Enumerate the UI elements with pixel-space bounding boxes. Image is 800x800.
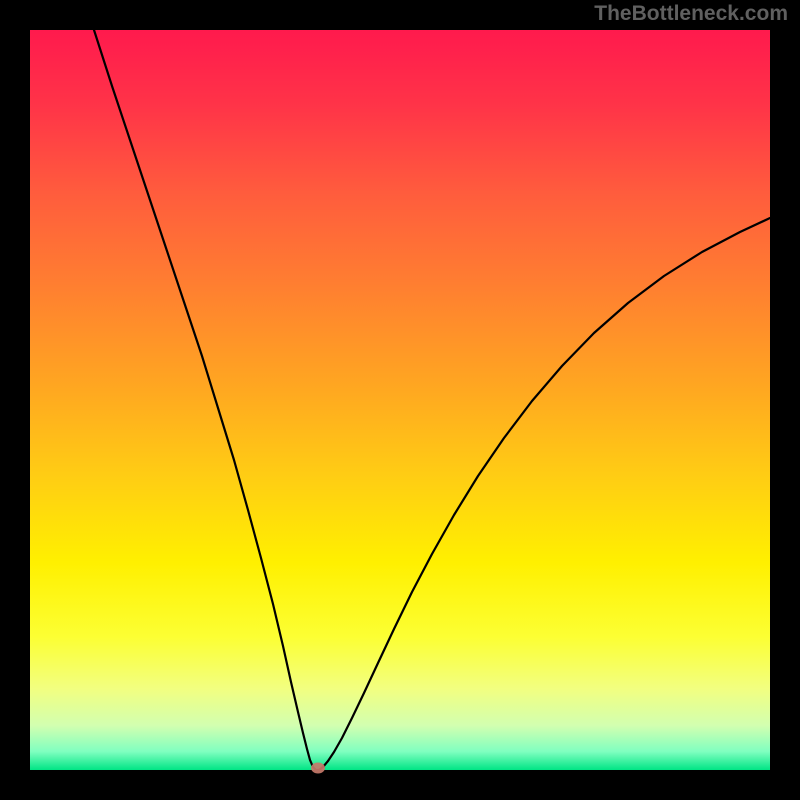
optimum-marker xyxy=(311,763,325,774)
bottleneck-chart: TheBottleneck.com xyxy=(0,0,800,800)
plot-background xyxy=(30,30,770,770)
attribution-label: TheBottleneck.com xyxy=(594,2,788,26)
chart-svg xyxy=(0,0,800,800)
